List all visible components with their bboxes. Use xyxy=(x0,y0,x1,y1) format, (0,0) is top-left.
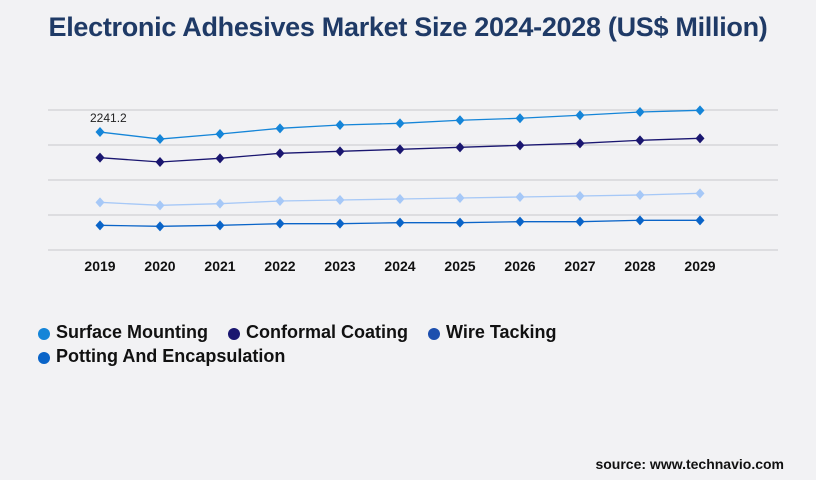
data-point xyxy=(95,197,105,208)
legend-item: Potting And Encapsulation xyxy=(38,346,285,366)
data-point xyxy=(635,215,645,226)
data-point xyxy=(515,140,525,151)
data-point xyxy=(335,120,345,130)
data-point xyxy=(575,110,585,121)
x-tick-label: 2023 xyxy=(324,258,355,274)
data-point xyxy=(395,194,405,204)
data-point xyxy=(695,105,705,116)
chart-title: Electronic Adhesives Market Size 2024-20… xyxy=(48,12,768,42)
data-point xyxy=(575,216,585,227)
legend-item: Wire Tacking xyxy=(428,322,557,342)
legend-label: Conformal Coating xyxy=(246,321,408,342)
data-point xyxy=(575,191,585,201)
data-point xyxy=(95,220,105,231)
x-tick-label: 2021 xyxy=(204,258,235,274)
legend-item: Surface Mounting xyxy=(38,322,208,342)
data-point xyxy=(275,123,285,134)
data-point xyxy=(335,146,345,157)
data-point xyxy=(155,157,165,167)
data-point xyxy=(215,220,225,231)
x-tick-label: 2029 xyxy=(684,258,715,274)
data-point xyxy=(275,196,285,206)
legend-label: Wire Tacking xyxy=(446,321,557,342)
data-point xyxy=(395,118,405,129)
data-point xyxy=(635,107,645,117)
data-point xyxy=(275,148,285,159)
data-point xyxy=(515,113,525,124)
data-point xyxy=(695,188,705,199)
data-point xyxy=(275,218,285,229)
data-point xyxy=(155,134,165,145)
data-point xyxy=(455,115,465,126)
data-point xyxy=(215,198,225,209)
legend-marker-icon xyxy=(38,351,50,364)
data-point xyxy=(635,135,645,146)
legend: Surface Mounting Conformal Coating Wire Ta… xyxy=(38,322,598,366)
x-tick-label: 2028 xyxy=(624,258,655,274)
x-tick-label: 2019 xyxy=(84,258,115,274)
x-tick-label: 2024 xyxy=(384,258,415,274)
data-point xyxy=(455,217,465,228)
x-tick-label: 2022 xyxy=(264,258,295,274)
x-tick-label: 2026 xyxy=(504,258,535,274)
legend-label: Potting And Encapsulation xyxy=(56,345,286,366)
legend-label: Surface Mounting xyxy=(56,321,208,342)
legend-marker-icon xyxy=(38,327,50,340)
data-point xyxy=(695,215,705,226)
data-point xyxy=(335,218,345,229)
data-point xyxy=(515,216,525,227)
data-point xyxy=(575,138,585,149)
x-tick-label: 2020 xyxy=(144,258,175,274)
data-point xyxy=(395,144,405,155)
data-point xyxy=(215,129,225,139)
data-point xyxy=(95,127,105,138)
source-text: source: www.technavio.com xyxy=(595,456,784,472)
x-tick-label: 2025 xyxy=(444,258,475,274)
data-point xyxy=(215,153,225,164)
data-point xyxy=(155,200,165,211)
data-point xyxy=(455,193,465,203)
legend-marker-icon xyxy=(428,327,440,340)
data-point xyxy=(335,195,345,205)
legend-item: Conformal Coating xyxy=(228,322,408,342)
data-point xyxy=(635,190,645,200)
x-tick-label: 2027 xyxy=(564,258,595,274)
data-point xyxy=(155,221,165,232)
data-point xyxy=(455,142,465,153)
data-point xyxy=(695,133,705,144)
data-point xyxy=(515,192,525,202)
data-point xyxy=(395,217,405,228)
legend-marker-icon xyxy=(228,327,240,340)
data-point xyxy=(95,152,105,163)
data-label: 2241.2 xyxy=(90,111,127,125)
